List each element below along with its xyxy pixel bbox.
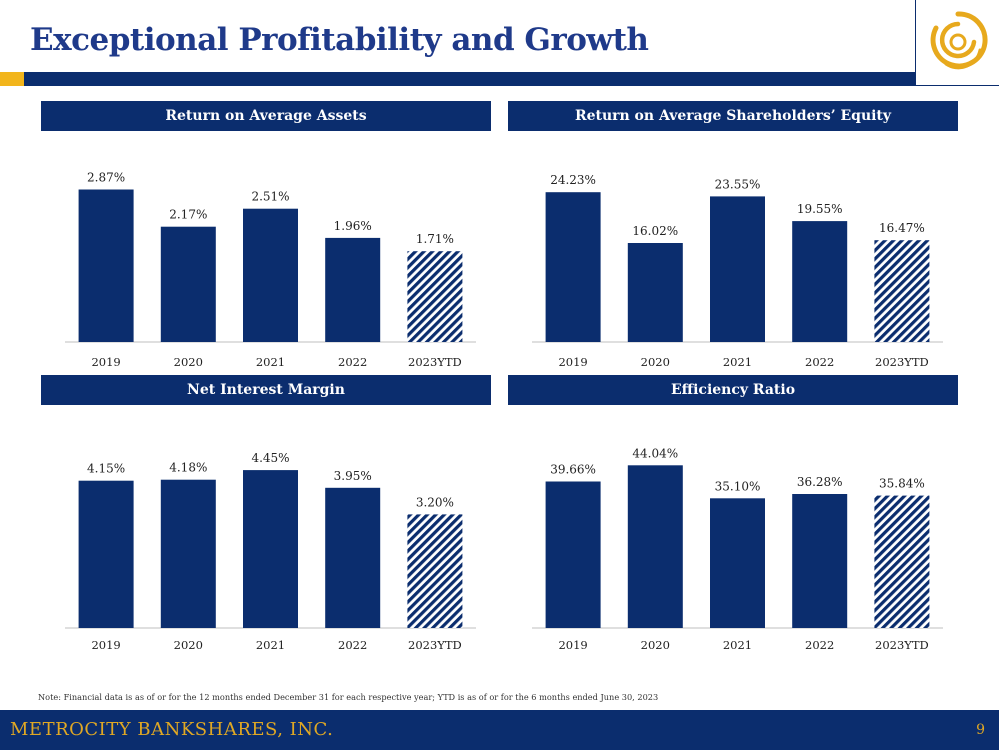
bar-2020 bbox=[160, 226, 216, 342]
data-label: 39.66% bbox=[550, 463, 596, 477]
bar-2019 bbox=[78, 480, 134, 628]
bar-2021 bbox=[243, 470, 298, 628]
title-rule bbox=[0, 72, 915, 86]
data-label: 19.55% bbox=[797, 202, 843, 216]
company-name: METROCITY BANKSHARES, INC. bbox=[10, 719, 334, 740]
x-tick-label: 2019 bbox=[558, 355, 587, 369]
data-label: 2.87% bbox=[87, 171, 125, 185]
x-tick-label: 2020 bbox=[174, 355, 203, 369]
x-tick-label: 2022 bbox=[338, 355, 367, 369]
bar-2021 bbox=[710, 498, 765, 628]
bar-2020 bbox=[627, 465, 683, 628]
data-label: 16.02% bbox=[632, 224, 678, 238]
panel-header-roae: Return on Average Shareholders’ Equity bbox=[508, 101, 958, 131]
data-label: 35.84% bbox=[879, 477, 925, 491]
x-tick-label: 2023YTD bbox=[408, 638, 462, 652]
x-tick-label: 2021 bbox=[256, 638, 285, 652]
x-tick-label: 2020 bbox=[641, 638, 670, 652]
data-label: 2.51% bbox=[251, 190, 289, 204]
nim-bar-chart: 4.15% 2019 4.18% 2020 4.45% 2021 3.95% 2022 3.20… bbox=[65, 451, 476, 652]
bar-2023YTD bbox=[407, 514, 463, 628]
company-logo-icon bbox=[930, 11, 988, 70]
data-label: 4.15% bbox=[87, 462, 125, 476]
data-label: 24.23% bbox=[550, 173, 596, 187]
data-label: 1.96% bbox=[334, 219, 372, 233]
data-label: 44.04% bbox=[632, 446, 678, 460]
x-tick-label: 2023YTD bbox=[875, 355, 929, 369]
x-tick-label: 2019 bbox=[91, 638, 120, 652]
data-label: 36.28% bbox=[797, 475, 843, 489]
bar-2021 bbox=[243, 208, 298, 342]
x-tick-label: 2022 bbox=[338, 638, 367, 652]
page-title: Exceptional Profitability and Growth bbox=[30, 22, 649, 58]
data-label: 35.10% bbox=[715, 479, 761, 493]
x-tick-label: 2021 bbox=[723, 638, 752, 652]
data-label: 1.71% bbox=[416, 232, 454, 246]
efficiency-bar-chart: 39.66% 2019 44.04% 2020 35.10% 2021 36.28% 2022… bbox=[532, 446, 943, 652]
footnote: Note: Financial data is as of or for the… bbox=[38, 692, 659, 702]
logo bbox=[915, 0, 999, 86]
data-label: 4.18% bbox=[169, 461, 207, 475]
footer-bar: METROCITY BANKSHARES, INC. 9 bbox=[0, 710, 999, 750]
panel-header-efficiency: Efficiency Ratio bbox=[508, 375, 958, 405]
x-tick-label: 2021 bbox=[256, 355, 285, 369]
bar-2020 bbox=[160, 479, 216, 628]
data-label: 3.20% bbox=[416, 495, 454, 509]
x-tick-label: 2021 bbox=[723, 355, 752, 369]
chart-roaa: 2.87% 2019 2.17% 2020 2.51% 2021 1.96% 2022 1.71… bbox=[41, 140, 491, 375]
bar-2023YTD bbox=[407, 251, 463, 342]
chart-roae: 24.23% 2019 16.02% 2020 23.55% 2021 19.55% 2022… bbox=[508, 140, 958, 375]
x-tick-label: 2019 bbox=[558, 638, 587, 652]
chart-efficiency: 39.66% 2019 44.04% 2020 35.10% 2021 36.28% 2022… bbox=[508, 415, 958, 660]
chart-nim: 4.15% 2019 4.18% 2020 4.45% 2021 3.95% 2022 3.20… bbox=[41, 415, 491, 660]
bar-2019 bbox=[545, 192, 601, 342]
page-number: 9 bbox=[976, 722, 985, 738]
bar-2019 bbox=[78, 189, 134, 342]
roaa-bar-chart: 2.87% 2019 2.17% 2020 2.51% 2021 1.96% 2022 1.71… bbox=[65, 171, 476, 369]
x-tick-label: 2020 bbox=[641, 355, 670, 369]
bar-2023YTD bbox=[874, 495, 930, 628]
x-tick-label: 2023YTD bbox=[408, 355, 462, 369]
data-label: 2.17% bbox=[169, 208, 207, 222]
bar-2022 bbox=[792, 494, 848, 628]
bar-2020 bbox=[627, 243, 683, 342]
panel-header-nim: Net Interest Margin bbox=[41, 375, 491, 405]
bar-2019 bbox=[545, 481, 601, 628]
data-label: 16.47% bbox=[879, 221, 925, 235]
x-tick-label: 2020 bbox=[174, 638, 203, 652]
bar-2023YTD bbox=[874, 240, 930, 342]
x-tick-label: 2022 bbox=[805, 638, 834, 652]
data-label: 4.45% bbox=[251, 451, 289, 465]
bar-2022 bbox=[325, 237, 381, 342]
x-tick-label: 2022 bbox=[805, 355, 834, 369]
title-rule-accent bbox=[0, 72, 24, 86]
x-tick-label: 2019 bbox=[91, 355, 120, 369]
bar-2022 bbox=[792, 221, 848, 342]
x-tick-label: 2023YTD bbox=[875, 638, 929, 652]
panel-header-roaa: Return on Average Assets bbox=[41, 101, 491, 131]
roae-bar-chart: 24.23% 2019 16.02% 2020 23.55% 2021 19.55% 2022… bbox=[532, 173, 943, 369]
bar-2021 bbox=[710, 196, 765, 342]
bar-2022 bbox=[325, 487, 381, 628]
data-label: 3.95% bbox=[334, 469, 372, 483]
data-label: 23.55% bbox=[715, 177, 761, 191]
